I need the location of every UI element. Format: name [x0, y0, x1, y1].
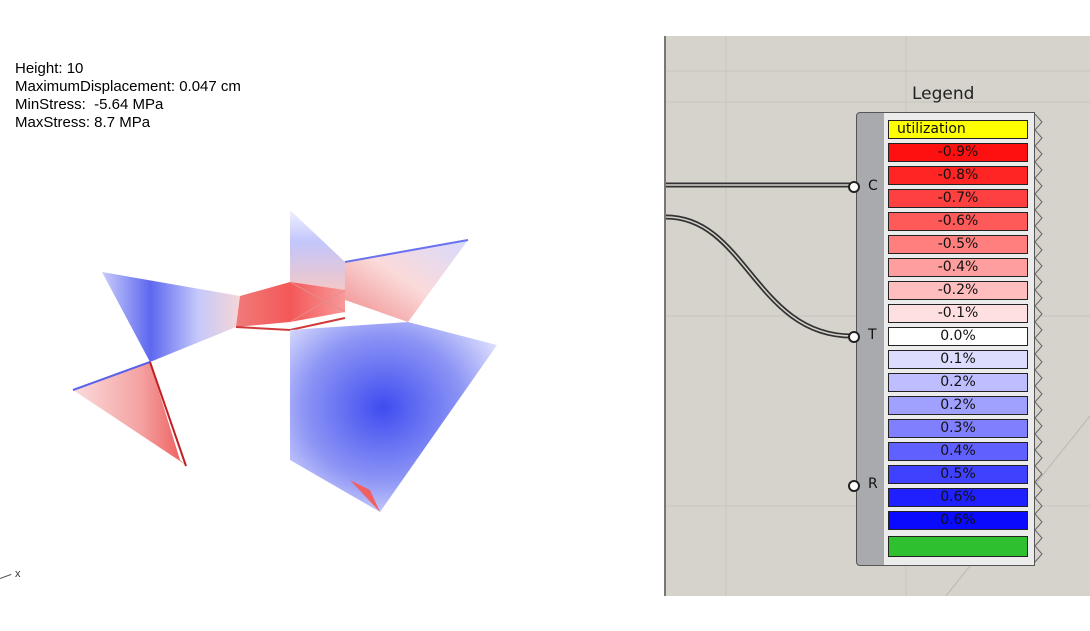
legend-row: 0.6% [888, 488, 1028, 507]
height-readout: Height: 10 [15, 60, 84, 77]
input-port-r-grip[interactable] [848, 480, 860, 492]
legend-row: 0.2% [888, 373, 1028, 392]
min-stress-readout: MinStress: -5.64 MPa [15, 96, 164, 113]
legend-row: -0.1% [888, 304, 1028, 323]
legend-footer-swatch [888, 536, 1028, 557]
max-stress-readout: MaxStress: 8.7 MPa [15, 114, 151, 131]
legend-row: 0.0% [888, 327, 1028, 346]
input-port-t-label: T [868, 327, 877, 343]
x-axis-label: x [15, 568, 21, 580]
legend-row: -0.8% [888, 166, 1028, 185]
legend-row: 0.4% [888, 442, 1028, 461]
legend-row: 0.2% [888, 396, 1028, 415]
legend-row: 0.3% [888, 419, 1028, 438]
legend-row: -0.4% [888, 258, 1028, 277]
input-port-c-grip[interactable] [848, 181, 860, 193]
legend-row: -0.7% [888, 189, 1028, 208]
shell-structure-model [72, 210, 497, 512]
legend-row: -0.9% [888, 143, 1028, 162]
input-port-t-grip[interactable] [848, 331, 860, 343]
legend-row: 0.6% [888, 511, 1028, 530]
legend-row: -0.5% [888, 235, 1028, 254]
legend-row: 0.5% [888, 465, 1028, 484]
legend-row: 0.1% [888, 350, 1028, 369]
legend-component-title: Legend [912, 84, 975, 104]
3d-viewport[interactable]: Height: 10 MaximumDisplacement: 0.047 cm… [0, 0, 666, 631]
pane-divider[interactable] [664, 36, 666, 596]
legend-row: -0.2% [888, 281, 1028, 300]
legend-panel-edge [1034, 114, 1043, 563]
legend-row: -0.6% [888, 212, 1028, 231]
input-port-r-label: R [868, 476, 878, 492]
legend-header-utilization: utilization [888, 120, 1028, 139]
analysis-info: Height: 10 MaximumDisplacement: 0.047 cm… [15, 60, 241, 132]
max-displacement-readout: MaximumDisplacement: 0.047 cm [15, 78, 241, 95]
input-port-c-label: C [868, 178, 878, 194]
